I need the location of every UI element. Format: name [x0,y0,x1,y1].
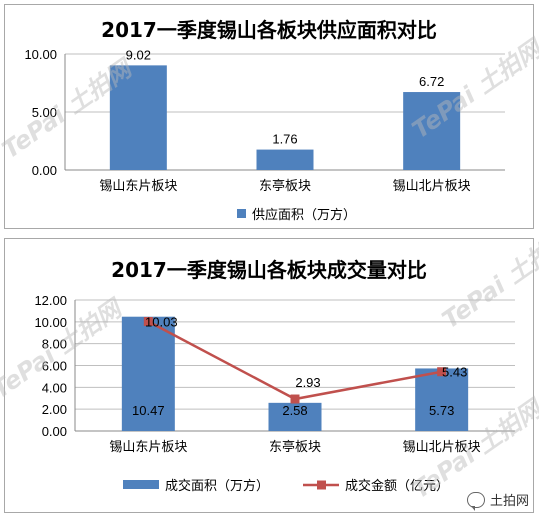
legend-label: 供应面积（万方） [252,207,356,223]
y-tick-label: 4.00 [42,380,67,395]
x-tick-label: 锡山东片板块 [99,179,177,194]
wechat-icon [466,491,485,511]
x-tick-label: 锡山北片板块 [393,179,471,194]
y-tick-label: 0.00 [32,163,57,178]
line-point [143,317,153,327]
transaction-chart-panel: 2017一季度锡山各板块成交量对比 0.00 2.00 4.00 6.00 8.00 10.… [4,238,534,513]
y-tick-label: 6.00 [42,359,67,374]
y-tick-label: 12.00 [34,293,67,308]
legend-bar-swatch [237,209,246,218]
legend-point-swatch [317,480,326,490]
bar-data-label: 9.02 [126,47,151,62]
bar [121,316,175,431]
y-tick-label: 5.00 [32,105,57,120]
y-tick-label: 0.00 [42,424,67,439]
line-point [437,367,447,377]
y-tick-label: 10.00 [34,315,67,330]
brand-badge: 土拍网 [466,490,529,511]
line-data-label: 10.03 [145,315,178,330]
bar-data-label: 5.73 [429,403,454,418]
bar [268,402,322,431]
x-tick-label: 东亭板块 [269,439,321,455]
bar-data-label: 2.58 [282,403,307,418]
chart-title: 2017一季度锡山各板块供应面积对比 [101,18,437,42]
bar-data-label: 10.47 [132,403,165,418]
x-tick-label: 东亭板块 [259,178,311,194]
y-tick-label: 2.00 [42,402,67,417]
bar [403,92,461,170]
chart-title: 2017一季度锡山各板块成交量对比 [111,258,427,282]
x-tick-label: 锡山北片板块 [403,440,481,455]
legend-label: 成交面积（万方） [165,478,269,494]
legend-bar-swatch [123,480,159,489]
bar-data-label: 6.72 [419,74,444,89]
x-tick-label: 锡山东片板块 [109,440,187,455]
line-data-label: 5.43 [442,365,467,380]
line-data-label: 2.93 [295,375,320,390]
supply-area-chart-panel: 2017一季度锡山各板块供应面积对比 0.00 5.00 10.00 锡山东片板块 东亭板… [4,4,534,229]
bar [415,368,469,431]
bar-data-label: 1.76 [272,132,297,147]
line-point [290,394,300,404]
bar [256,149,314,170]
supply-area-chart: 2017一季度锡山各板块供应面积对比 0.00 5.00 10.00 锡山东片板块 东亭板… [24,18,505,223]
legend-label: 成交金额（亿元） [345,478,449,494]
y-tick-label: 10.00 [24,47,57,62]
y-tick-label: 8.00 [42,337,67,352]
brand-label: 土拍网 [489,494,529,509]
transaction-chart: 2017一季度锡山各板块成交量对比 0.00 2.00 4.00 6.00 8.00 10.… [34,258,515,494]
bar [109,65,167,170]
